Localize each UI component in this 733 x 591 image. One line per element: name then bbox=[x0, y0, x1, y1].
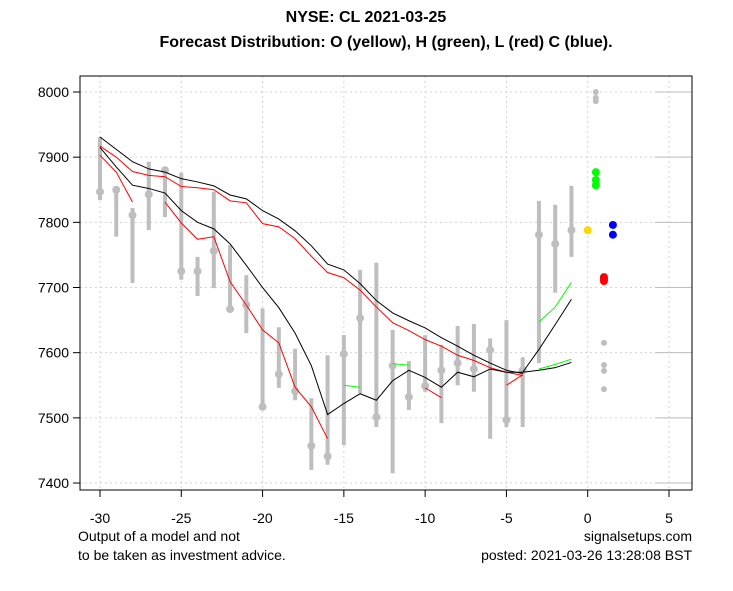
axes: -30 -25 -20 -15 -10 -5 0 5 7400 7500 7600 7700 7800 7… bbox=[38, 84, 673, 526]
range-bar-close-point bbox=[502, 415, 511, 424]
chart-subtitle: Forecast Distribution: O (yellow), H (gr… bbox=[159, 34, 612, 51]
x-tick-label: -5 bbox=[500, 510, 513, 526]
grid bbox=[80, 76, 692, 490]
range-bar-close-point bbox=[96, 187, 104, 196]
range-bar-close-point bbox=[486, 346, 495, 355]
range-bar-close-point bbox=[356, 314, 365, 323]
y-tick-label: 7600 bbox=[38, 345, 69, 361]
forecast-point-low bbox=[599, 276, 608, 285]
range-bar-close-point bbox=[112, 185, 121, 194]
range-bar-close-point bbox=[567, 226, 576, 235]
range-bar-close-point bbox=[421, 381, 430, 390]
disclaimer-line-2: to be taken as investment advice. bbox=[78, 547, 286, 563]
chart-title: NYSE: CL 2021-03-25 bbox=[286, 9, 447, 26]
forecast-point-low-extreme bbox=[600, 339, 607, 346]
range-bar-close-point bbox=[128, 211, 137, 220]
range-bar-close-point bbox=[144, 190, 153, 199]
series-line-lower-band-high-2 bbox=[392, 363, 409, 366]
range-bar-close-point bbox=[551, 239, 560, 248]
range-bar-close-point bbox=[469, 364, 478, 373]
forecast-point-high-extreme bbox=[592, 98, 599, 105]
y-tick-label: 7400 bbox=[38, 475, 69, 491]
range-bar-close-point bbox=[534, 230, 543, 239]
range-bar-close-point bbox=[307, 441, 316, 450]
series-line-lower-band-low-2 bbox=[164, 201, 329, 439]
forecast-point-high-extreme bbox=[592, 89, 599, 95]
range-bar-close-point bbox=[372, 413, 381, 422]
range-bar-close-point bbox=[339, 349, 348, 358]
range-bar-close-point bbox=[323, 452, 332, 461]
y-tick-label: 7500 bbox=[38, 410, 69, 426]
x-tick-label: -20 bbox=[252, 510, 272, 526]
y-tick-label: 8000 bbox=[38, 84, 69, 100]
series-line-lower-band-low-4 bbox=[506, 374, 523, 386]
forecast-point-open bbox=[583, 226, 592, 235]
series-line-lower-band bbox=[99, 147, 572, 416]
plot-frame bbox=[79, 75, 693, 491]
y-tick-label: 7700 bbox=[38, 280, 69, 296]
y-tick-label: 7900 bbox=[38, 149, 69, 165]
x-tick-label: 0 bbox=[584, 510, 592, 526]
range-bar-close-point bbox=[258, 402, 267, 411]
series-line-lower-band-low-1 bbox=[99, 154, 133, 203]
forecast-point-high bbox=[591, 181, 600, 190]
x-tick-label: 5 bbox=[665, 510, 673, 526]
range-bar-close-point bbox=[388, 361, 397, 370]
series-line-lower-band-high-1 bbox=[343, 384, 361, 388]
range-bar-close-point bbox=[209, 247, 218, 256]
series-line-upper-band-low bbox=[99, 145, 523, 376]
series-line-upper-band bbox=[99, 136, 523, 375]
range-bar-close-point bbox=[274, 370, 283, 379]
x-tick-label: -15 bbox=[334, 510, 354, 526]
forecast-point-close bbox=[608, 220, 617, 229]
disclaimer-line-1: Output of a model and not bbox=[78, 528, 240, 544]
x-tick-label: -30 bbox=[90, 510, 110, 526]
forecast-point-high bbox=[591, 168, 600, 177]
posted-timestamp: posted: 2021-03-26 13:28:08 BST bbox=[481, 547, 692, 563]
forecast-point-low-extreme bbox=[600, 362, 607, 369]
range-bar-close-point bbox=[226, 305, 235, 314]
x-tick-label: -25 bbox=[171, 510, 191, 526]
range-bar-close-point bbox=[193, 267, 202, 276]
range-bar-close-point bbox=[437, 366, 446, 375]
x-tick-label: -10 bbox=[415, 510, 435, 526]
series-line-forecast-high-upper bbox=[538, 282, 572, 323]
series-line-lower-band-low-3 bbox=[424, 387, 442, 399]
range-bar-close-point bbox=[453, 359, 462, 368]
forecast-point-low-extreme bbox=[600, 386, 607, 393]
plot-marks bbox=[96, 89, 617, 474]
range-bar-close-point bbox=[177, 267, 186, 276]
series-line-lower-band-up-branch bbox=[522, 298, 572, 373]
y-tick-label: 7800 bbox=[38, 214, 69, 230]
site-name: signalsetups.com bbox=[584, 528, 692, 544]
forecast-point-close bbox=[608, 230, 617, 239]
forecast-point-low-extreme bbox=[600, 367, 607, 374]
series-line-forecast-high-lower bbox=[538, 358, 572, 370]
range-bar-close-point bbox=[404, 392, 413, 401]
